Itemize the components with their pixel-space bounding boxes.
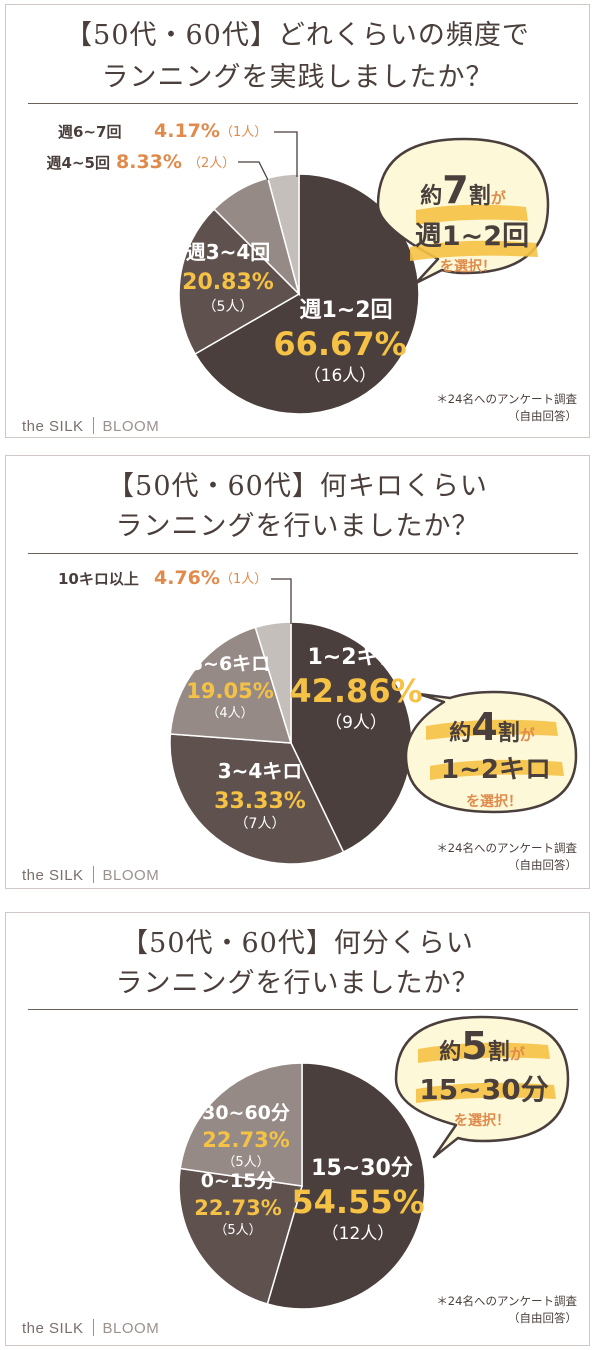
slice-pct: 22.73% xyxy=(202,1128,289,1152)
pie-slice-1 xyxy=(290,621,413,854)
pie-slice-2 xyxy=(178,208,301,356)
bubble-line3: を選択！ xyxy=(466,793,522,810)
outer-pct: 8.33% xyxy=(116,151,182,173)
survey-note: ＊24名へのアンケート調査 （自由回答） xyxy=(436,392,577,423)
slice-pct: 19.05% xyxy=(186,679,273,703)
outer-label: 週6~7回 xyxy=(58,123,121,141)
title-rule xyxy=(28,1009,578,1010)
pie-slices xyxy=(169,621,413,865)
pie-slice-1 xyxy=(266,1062,426,1310)
slice-pct: 22.73% xyxy=(194,1196,281,1220)
bubble-line3: を選択！ xyxy=(454,1112,510,1129)
chart-title-line2: ランニングを実践しましたか？ xyxy=(101,62,494,93)
highlight-stroke xyxy=(416,1082,556,1103)
slice-count: （7人） xyxy=(235,816,286,832)
pie-slice-3 xyxy=(169,626,293,744)
chart-title-line2: ランニングを行いましたか？ xyxy=(115,511,480,542)
slice-pct: 33.33% xyxy=(214,789,306,814)
slice-label: 15~30分 xyxy=(311,1156,413,1181)
slice-pct: 66.67% xyxy=(273,325,406,363)
pie-slices xyxy=(178,173,420,415)
survey-note: ＊24名へのアンケート調査 （自由回答） xyxy=(436,841,577,872)
slice-count: （5人） xyxy=(214,1223,261,1238)
slice-label: 30~60分 xyxy=(202,1102,290,1124)
title-rule xyxy=(28,103,578,104)
outer-count: （1人） xyxy=(220,572,267,587)
outer-pct: 4.17% xyxy=(154,120,220,142)
brand-logo: the SILK BLOOM xyxy=(22,1319,160,1337)
bubble-line2: 1~2キロ xyxy=(441,755,551,785)
chart-title-line2: ランニングを行いましたか？ xyxy=(115,968,480,999)
slice-label: 0~15分 xyxy=(201,1170,276,1192)
slice-count: （12人） xyxy=(322,1224,395,1244)
slice-count: （5人） xyxy=(203,299,254,315)
bubble-line2: 15~30分 xyxy=(419,1073,548,1106)
slice-count: （4人） xyxy=(206,706,253,721)
bubble-line3: を選択！ xyxy=(440,258,496,275)
pie-chart-distance: 1~2キロ 42.86% （9人） 3~4キロ 33.33% （7人） 5~6キ… xyxy=(58,567,578,865)
chart-panel-distance: 【50代・60代】何キロくらい ランニングを行いましたか？ 1~2キロ 42.8… xyxy=(5,455,590,889)
pie-slice-2 xyxy=(178,1167,303,1305)
slice-count: （5人） xyxy=(222,1155,269,1170)
brand-logo: the SILK BLOOM xyxy=(22,417,160,435)
bubble-line1: 約4割が xyxy=(449,705,535,749)
highlight-stroke xyxy=(410,240,538,261)
chart-panel-frequency: 【50代・60代】どれくらいの頻度で ランニングを実践しましたか？ 週1~2回 … xyxy=(5,4,590,438)
slice-label: 3~4キロ xyxy=(218,759,303,783)
pie-chart-frequency: 週1~2回 66.67% （16人） 週3~4回 20.83% （5人） 週4~… xyxy=(47,120,550,415)
outer-count: （1人） xyxy=(220,125,267,140)
survey-note: ＊24名へのアンケート調査 （自由回答） xyxy=(436,1294,577,1325)
pie-slice-2 xyxy=(169,733,345,865)
outer-label: 週4~5回 xyxy=(47,154,110,172)
outer-pct: 4.76% xyxy=(154,567,220,589)
chart-title-line1: 【50代・60代】何キロくらい xyxy=(107,471,488,502)
bubble-line1: 約7割が xyxy=(420,168,506,212)
outer-label: 10キロ以上 xyxy=(58,570,139,588)
chart-title-line1: 【50代・60代】どれくらいの頻度で xyxy=(65,20,530,51)
slice-label: 週3~4回 xyxy=(186,240,271,264)
outer-count: （2人） xyxy=(188,156,235,171)
chart-title-line1: 【50代・60代】何分くらい xyxy=(121,928,474,959)
highlight-stroke xyxy=(430,759,564,780)
slice-pct: 20.83% xyxy=(182,270,274,295)
bubble-line1: 約5割が xyxy=(439,1024,525,1068)
leader-line-6-7 xyxy=(274,131,298,177)
leader-line-10km xyxy=(271,578,292,624)
highlight-stroke xyxy=(426,719,558,740)
title-rule xyxy=(28,553,578,554)
slice-pct: 54.55% xyxy=(291,1183,424,1221)
slice-label: 1~2キロ xyxy=(307,645,400,670)
bubble-line2: 週1~2回 xyxy=(415,221,529,252)
slice-count: （16人） xyxy=(304,366,377,386)
slice-label: 5~6キロ xyxy=(190,653,270,675)
highlight-stroke xyxy=(418,1042,550,1063)
pie-slice-3 xyxy=(179,1062,303,1187)
pie-chart-duration: 15~30分 54.55% （12人） 0~15分 22.73% （5人） 30… xyxy=(178,1015,570,1310)
leader-line-4-5 xyxy=(238,161,269,181)
slice-count: （9人） xyxy=(325,713,387,733)
chart-panel-duration: 【50代・60代】何分くらい ランニングを行いましたか？ 15~30分 54.5… xyxy=(5,912,590,1346)
pie-slices xyxy=(178,1062,426,1310)
brand-logo: the SILK BLOOM xyxy=(22,866,160,884)
pie-slice-4 xyxy=(266,173,300,295)
pie-slice-1 xyxy=(194,173,420,415)
slice-pct: 42.86% xyxy=(289,672,422,710)
slice-label: 週1~2回 xyxy=(299,298,392,323)
highlight-stroke xyxy=(416,204,528,225)
